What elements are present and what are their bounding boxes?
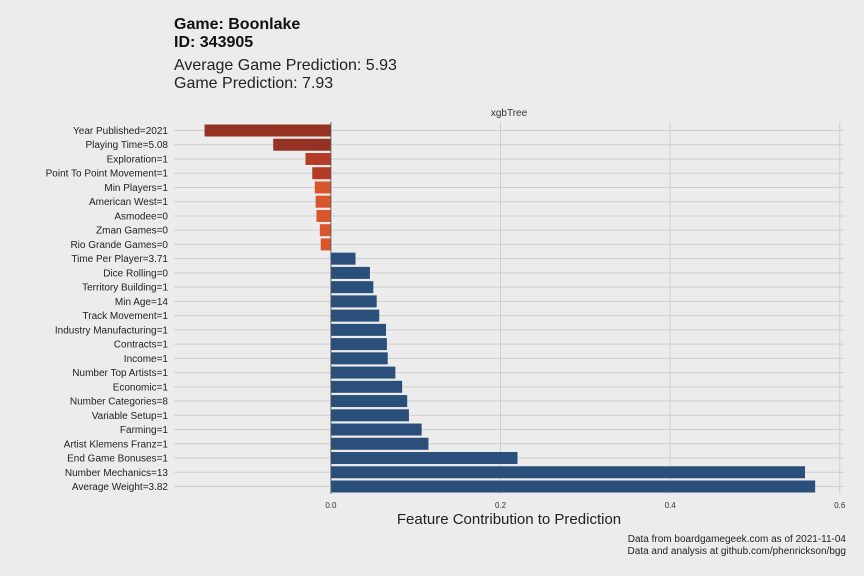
facet-label: xgbTree <box>491 108 528 119</box>
category-label: Number Mechanics=13 <box>65 468 169 479</box>
bar <box>330 323 387 336</box>
bar <box>330 423 422 436</box>
x-tick-label: 0.4 <box>665 501 677 510</box>
category-label: Income=1 <box>124 354 169 365</box>
category-label: Asmodee=0 <box>114 211 168 222</box>
category-label: Playing Time=5.08 <box>85 140 168 151</box>
game-id: ID: 343905 <box>174 34 254 51</box>
bar <box>330 437 429 450</box>
average-prediction: Average Game Prediction: 5.93 <box>174 57 397 74</box>
bar <box>330 466 805 479</box>
x-tick-label: 0.6 <box>834 501 846 510</box>
bar <box>330 380 403 393</box>
bar <box>330 281 374 294</box>
bar <box>314 181 331 194</box>
x-axis-title: Feature Contribution to Prediction <box>397 511 621 528</box>
category-label: Year Published=2021 <box>73 126 168 137</box>
bar <box>315 195 331 208</box>
x-tick-label: 0.2 <box>495 501 507 510</box>
bar <box>330 252 356 265</box>
category-label: Zman Games=0 <box>96 226 168 237</box>
category-label: Rio Grande Games=0 <box>70 240 168 251</box>
category-label: Min Age=14 <box>115 297 169 308</box>
category-label: Exploration=1 <box>107 154 169 165</box>
horizontal-gridlines <box>174 130 844 487</box>
category-label: Artist Klemens Franz=1 <box>64 439 169 450</box>
caption-line-2: Data and analysis at github.com/phenrick… <box>627 546 846 557</box>
category-label: Economic=1 <box>113 382 169 393</box>
category-label: Variable Setup=1 <box>92 411 169 422</box>
category-label: Point To Point Movement=1 <box>46 169 169 180</box>
x-tick-labels: 0.0 0.2 0.4 0.6 <box>325 501 846 510</box>
bar <box>312 167 331 180</box>
bar <box>320 238 331 251</box>
category-label: American West=1 <box>89 197 168 208</box>
category-label: Industry Manufacturing=1 <box>55 325 169 336</box>
bars <box>204 124 816 493</box>
game-title: Game: Boonlake <box>174 16 301 33</box>
category-label: End Game Bonuses=1 <box>67 454 168 465</box>
bar <box>330 480 816 493</box>
category-label: Number Categories=8 <box>70 397 169 408</box>
category-label: Number Top Artists=1 <box>72 368 168 379</box>
category-label: Farming=1 <box>120 425 169 436</box>
category-label: Territory Building=1 <box>82 283 168 294</box>
bar <box>330 309 380 322</box>
category-label: Average Weight=3.82 <box>72 482 169 493</box>
bar <box>330 409 409 422</box>
x-tick-label: 0.0 <box>325 501 337 510</box>
bar <box>330 338 387 351</box>
category-labels: Year Published=2021 Playing Time=5.08 Expl… <box>46 126 169 493</box>
chart-title-block: Game: Boonlake ID: 343905 Average Game P… <box>174 16 397 93</box>
bar <box>330 452 518 465</box>
caption-line-1: Data from boardgamegeek.com as of 2021-1… <box>627 534 846 545</box>
category-label: Min Players=1 <box>104 183 168 194</box>
category-label: Track Movement=1 <box>83 311 169 322</box>
bar <box>330 295 377 308</box>
data-source-caption: Data from boardgamegeek.com as of 2021-1… <box>628 534 846 558</box>
category-label: Time Per Player=3.71 <box>71 254 168 265</box>
bar <box>330 366 396 379</box>
category-label: Dice Rolling=0 <box>103 268 168 279</box>
category-label: Contracts=1 <box>114 340 169 351</box>
bar <box>319 224 331 237</box>
bar <box>273 138 331 151</box>
bar <box>330 352 388 365</box>
bar <box>305 152 331 165</box>
bar <box>330 266 370 279</box>
bar <box>316 209 331 222</box>
bar <box>330 395 408 408</box>
game-prediction: Game Prediction: 7.93 <box>174 75 334 92</box>
bar <box>204 124 331 137</box>
